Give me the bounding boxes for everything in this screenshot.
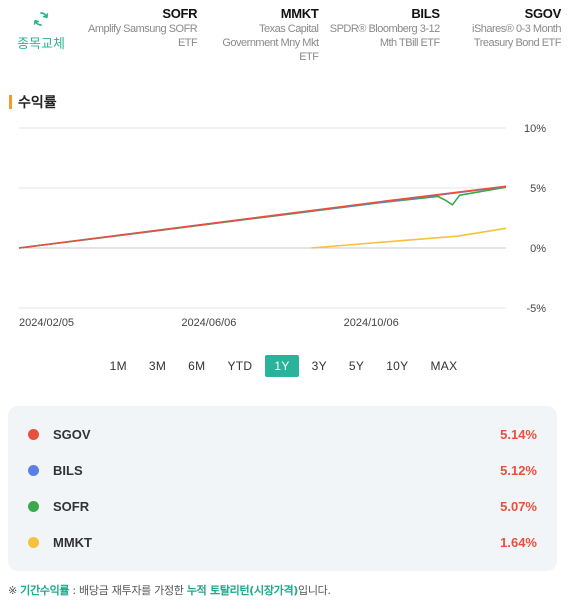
swap-ticker-button[interactable]: 종목교체 — [0, 0, 82, 58]
y-tick-label: -5% — [526, 303, 546, 315]
x-tick-label: 2024/06/06 — [181, 317, 236, 329]
ticker-sgov[interactable]: SGOV iShares® 0-3 Month Treasury Bond ETF — [446, 0, 567, 58]
legend-value: 1.64% — [500, 534, 537, 550]
legend-dot — [28, 464, 39, 476]
ticker-mmkt[interactable]: MMKT Texas Capital Government Mny Mkt ETF — [203, 0, 324, 63]
period-button-1y[interactable]: 1Y — [265, 355, 299, 377]
legend-name: BILS — [53, 462, 83, 478]
legend-row-mmkt[interactable]: MMKT 1.64% — [28, 524, 537, 560]
period-button-5y[interactable]: 5Y — [348, 359, 365, 373]
legend-name: MMKT — [53, 534, 92, 550]
legend-value: 5.07% — [500, 498, 537, 514]
ticker-sofr[interactable]: SOFR Amplify Samsung SOFR ETF — [82, 0, 203, 58]
legend-name: SOFR — [53, 498, 90, 514]
period-button-ytd[interactable]: YTD — [227, 359, 253, 373]
series-line-mmkt — [311, 227, 507, 249]
legend-row-bils[interactable]: BILS 5.12% — [28, 452, 537, 488]
section-accent-bar — [9, 95, 12, 109]
ticker-symbol: SGOV — [524, 6, 562, 21]
section-title-text: 수익률 — [18, 95, 57, 111]
legend-value: 5.12% — [500, 462, 537, 478]
section-title: 수익률 — [9, 92, 57, 112]
return-chart[interactable]: 10% 5% 0% -5% 2024/02/05 2024/06/06 2024/10/06 — [0, 118, 567, 333]
series-line-sgov — [18, 185, 507, 249]
period-button-10y[interactable]: 10Y — [386, 359, 409, 373]
legend-value: 5.14% — [500, 426, 537, 442]
ticker-list: SOFR Amplify Samsung SOFR ETF MMKT Texas Ca… — [82, 0, 567, 63]
period-selector: 1M 3M 6M YTD 1Y 3Y 5Y 10Y MAX — [0, 355, 567, 377]
ticker-symbol: MMKT — [280, 6, 319, 21]
footnote: ※ 기간수익률 : 배당금 재투자를 가정한 누적 토탈리턴(시장가격)입니다. — [8, 582, 331, 598]
x-tick-label: 2024/10/06 — [344, 317, 399, 329]
footnote-highlight: 누적 토탈리턴(시장가격) — [186, 584, 299, 597]
footnote-middle: : 배당금 재투자를 가정한 — [69, 584, 187, 597]
legend-name: SGOV — [53, 426, 91, 442]
header: 종목교체 SOFR Amplify Samsung SOFR ETF MMKT Tex… — [0, 0, 567, 63]
y-tick-label: 5% — [530, 183, 546, 195]
legend-dot — [28, 500, 39, 512]
footnote-term: 기간수익률 — [20, 584, 70, 597]
footnote-suffix: 입니다. — [298, 584, 331, 597]
ticker-name: iShares® 0-3 Month Treasury Bond ETF — [472, 23, 562, 49]
swap-ticker-label: 종목교체 — [17, 37, 65, 52]
ticker-symbol: BILS — [411, 6, 440, 21]
period-button-max[interactable]: MAX — [430, 359, 458, 373]
ticker-bils[interactable]: BILS SPDR® Bloomberg 3-12 Mth TBill ETF — [325, 0, 446, 58]
legend-dot — [28, 428, 39, 440]
period-button-3y[interactable]: 3Y — [311, 359, 327, 373]
legend-panel: SGOV 5.14% BILS 5.12% SOFR 5.07% MMKT 1.64% — [8, 406, 557, 571]
ticker-symbol: SOFR — [162, 6, 198, 21]
y-tick-label: 10% — [524, 123, 546, 135]
period-button-1m[interactable]: 1M — [109, 359, 127, 373]
y-tick-label: 0% — [530, 243, 546, 255]
legend-dot — [28, 536, 39, 548]
period-button-3m[interactable]: 3M — [148, 359, 167, 373]
footnote-prefix: ※ — [8, 584, 21, 597]
period-button-6m[interactable]: 6M — [188, 359, 206, 373]
ticker-name: Amplify Samsung SOFR ETF — [88, 23, 198, 49]
refresh-icon — [33, 12, 49, 26]
legend-row-sofr[interactable]: SOFR 5.07% — [28, 488, 537, 524]
ticker-name: Texas Capital Government Mny Mkt ETF — [222, 23, 319, 63]
x-tick-label: 2024/02/05 — [19, 317, 74, 329]
ticker-name: SPDR® Bloomberg 3-12 Mth TBill ETF — [329, 23, 441, 49]
legend-row-sgov[interactable]: SGOV 5.14% — [28, 416, 537, 452]
